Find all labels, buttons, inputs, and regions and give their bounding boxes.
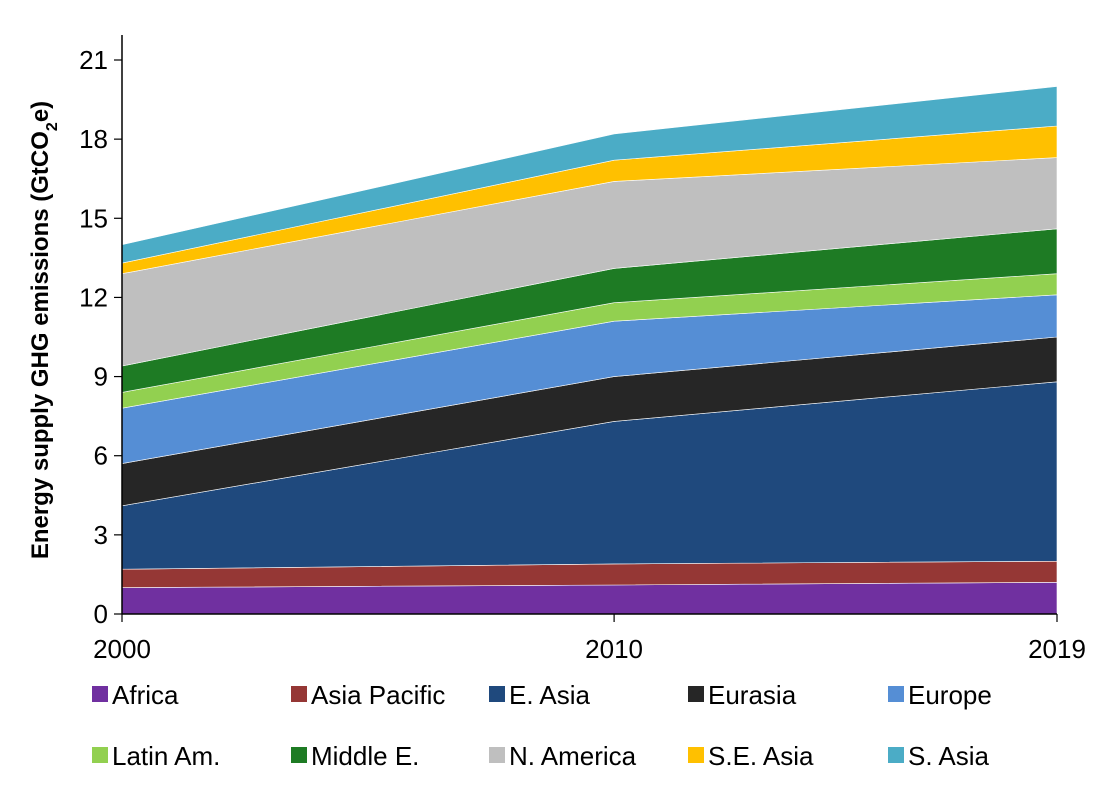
x-tick-label: 2010 (585, 634, 643, 664)
y-tick-label: 3 (94, 520, 108, 550)
legend-swatch (92, 747, 108, 763)
legend: Africa Asia Pacific E. Asia Eurasia Europe La… (92, 680, 992, 771)
legend-label: N. America (509, 741, 637, 771)
legend-label: S. Asia (908, 741, 989, 771)
legend-label: Asia Pacific (311, 680, 445, 710)
y-tick-label: 0 (94, 599, 108, 629)
x-tick-label: 2019 (1028, 634, 1086, 664)
axes (121, 35, 1057, 615)
legend-label: Africa (112, 680, 179, 710)
series-areas (121, 86, 1058, 615)
legend-label: S.E. Asia (708, 741, 814, 771)
legend-swatch (291, 747, 307, 763)
legend-swatch (291, 686, 307, 702)
legend-swatch (489, 686, 505, 702)
x-tick-label: 2000 (93, 634, 151, 664)
y-axis-ticks: 0 3 6 9 12 15 18 21 (79, 45, 122, 629)
y-axis-label: Energy supply GHG emissions (GtCO2e) (27, 101, 61, 559)
y-tick-label: 18 (79, 124, 108, 154)
legend-swatch (888, 686, 904, 702)
legend-swatch (688, 686, 704, 702)
legend-swatch (489, 747, 505, 763)
y-tick-label: 9 (94, 362, 108, 392)
legend-label: Eurasia (708, 680, 797, 710)
y-tick-label: 15 (79, 203, 108, 233)
y-tick-label: 12 (79, 282, 108, 312)
y-tick-label: 6 (94, 441, 108, 471)
legend-label: Europe (908, 680, 992, 710)
legend-swatch (92, 686, 108, 702)
legend-label: Middle E. (311, 741, 419, 771)
x-axis-ticks: 2000 2010 2019 (93, 614, 1086, 664)
legend-label: Latin Am. (112, 741, 220, 771)
legend-label: E. Asia (509, 680, 590, 710)
y-tick-label: 21 (79, 45, 108, 75)
legend-swatch (888, 747, 904, 763)
legend-swatch (688, 747, 704, 763)
